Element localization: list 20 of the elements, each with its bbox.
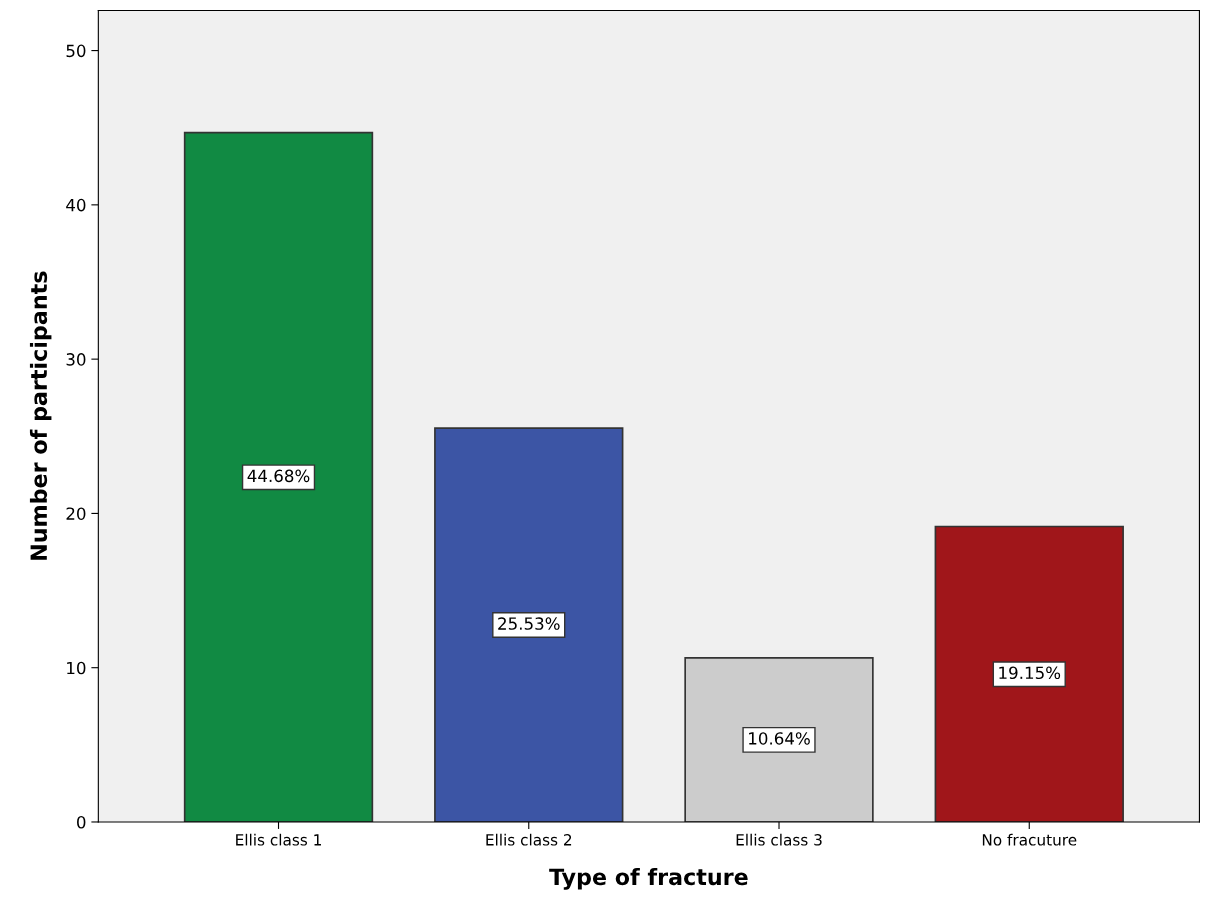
y-tick-label: 0 [77, 815, 86, 829]
data-label: 44.68% [247, 469, 310, 483]
y-tick-label: 10 [67, 661, 86, 675]
x-tick-label: Ellis class 2 [486, 833, 572, 846]
x-axis-title: Type of fracture [549, 868, 748, 890]
data-label: 19.15% [999, 666, 1061, 680]
bar [434, 427, 624, 822]
bar [183, 131, 374, 822]
y-tick-label: 30 [66, 353, 86, 366]
bar [934, 525, 1124, 822]
data-label: 10.64% [749, 732, 810, 745]
data-label: 25.53% [498, 617, 560, 630]
y-axis-title: Number of participants [29, 271, 52, 560]
x-tick-label: Ellis class 3 [736, 833, 822, 846]
bar [684, 656, 874, 822]
y-tick-label: 50 [66, 44, 86, 58]
y-tick-label: 40 [66, 198, 86, 212]
x-tick-label: No fracuture [982, 833, 1077, 846]
y-tick-label: 20 [66, 507, 86, 520]
x-tick-label: Ellis class 1 [236, 833, 321, 846]
